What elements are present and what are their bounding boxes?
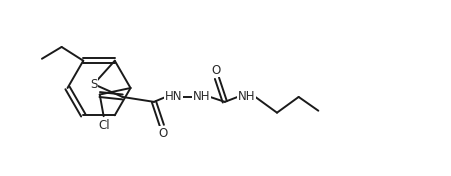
Text: O: O — [212, 64, 221, 77]
Text: NH: NH — [238, 90, 255, 103]
Text: HN: HN — [165, 90, 182, 103]
Text: NH: NH — [193, 90, 210, 103]
Text: O: O — [158, 127, 167, 140]
Text: Cl: Cl — [99, 119, 110, 131]
Text: S: S — [90, 78, 97, 91]
